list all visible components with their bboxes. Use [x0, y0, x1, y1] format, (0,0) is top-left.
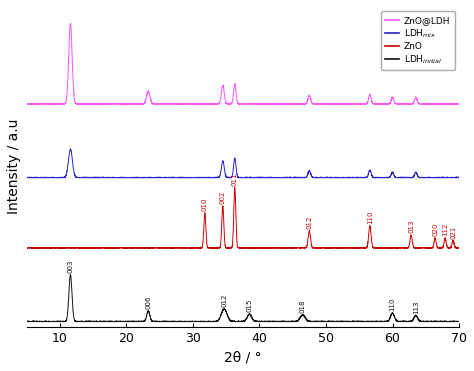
Text: 002: 002 — [220, 191, 226, 204]
Text: 112: 112 — [442, 223, 448, 236]
Text: 113: 113 — [413, 300, 419, 313]
Text: 006: 006 — [146, 295, 151, 309]
Y-axis label: Intensity / a.u: Intensity / a.u — [7, 119, 21, 214]
Text: 015: 015 — [246, 299, 253, 312]
Text: 018: 018 — [300, 299, 306, 313]
Text: 011: 011 — [232, 172, 238, 186]
Text: 020: 020 — [432, 223, 438, 236]
Text: 013: 013 — [408, 220, 414, 233]
Text: 012: 012 — [221, 293, 227, 307]
Text: 110: 110 — [390, 298, 395, 311]
X-axis label: 2θ / °: 2θ / ° — [224, 350, 262, 364]
Text: 012: 012 — [306, 216, 312, 229]
Text: 110: 110 — [367, 211, 373, 224]
Text: 003: 003 — [67, 259, 73, 273]
Text: 010: 010 — [202, 197, 208, 211]
Legend: ZnO@LDH, LDH$_{mix}$, ZnO, LDH$_{initial}$: ZnO@LDH, LDH$_{mix}$, ZnO, LDH$_{initial… — [381, 12, 455, 70]
Text: 021: 021 — [450, 225, 456, 239]
